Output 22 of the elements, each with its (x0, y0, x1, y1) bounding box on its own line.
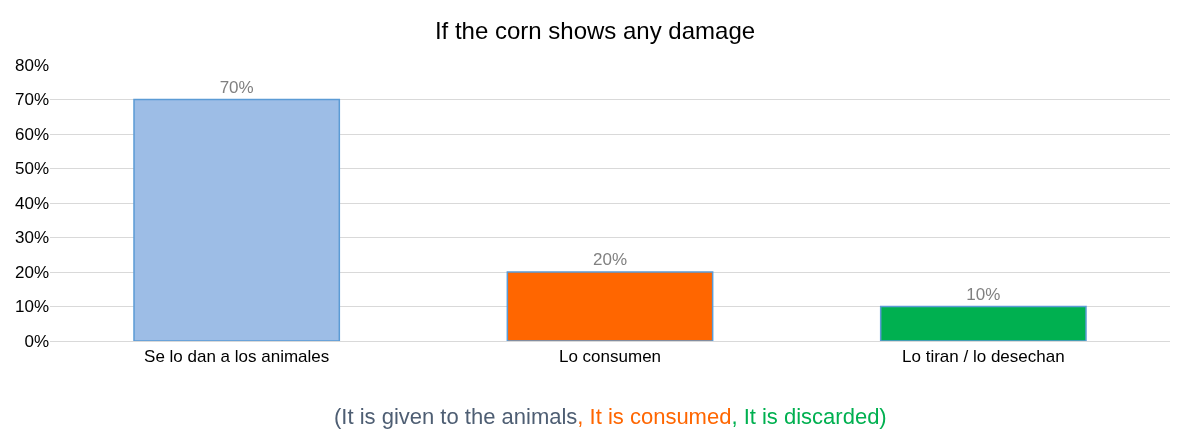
text: (It is given to the animals (334, 404, 578, 429)
y-tick-label: 40% (14, 193, 49, 213)
y-tick-label: 10% (14, 297, 49, 317)
y-tick-label: 20% (14, 262, 49, 282)
data-label: 70% (219, 77, 254, 97)
x-tick-label: Lo tiran / lo desechan (902, 347, 1065, 367)
bar (506, 271, 714, 341)
y-tick-label: 80% (14, 55, 49, 75)
y-tick-label: 50% (14, 159, 49, 179)
y-tick-label: 60% (14, 124, 49, 144)
y-tick-label: 0% (24, 331, 49, 351)
data-label: 10% (966, 284, 1001, 304)
y-tick-label: 70% (14, 90, 49, 110)
text: , It is consumed (577, 404, 732, 429)
x-tick-label: Se lo dan a los animales (144, 347, 330, 367)
bar (133, 98, 341, 341)
data-label: 20% (592, 250, 628, 269)
y-tick-label: 30% (14, 228, 49, 248)
x-tick-label: Lo consumen (558, 347, 662, 367)
text: , It is discarded) (731, 404, 887, 429)
chart-title: If the corn shows any damage (434, 16, 756, 44)
bar (879, 305, 1087, 341)
